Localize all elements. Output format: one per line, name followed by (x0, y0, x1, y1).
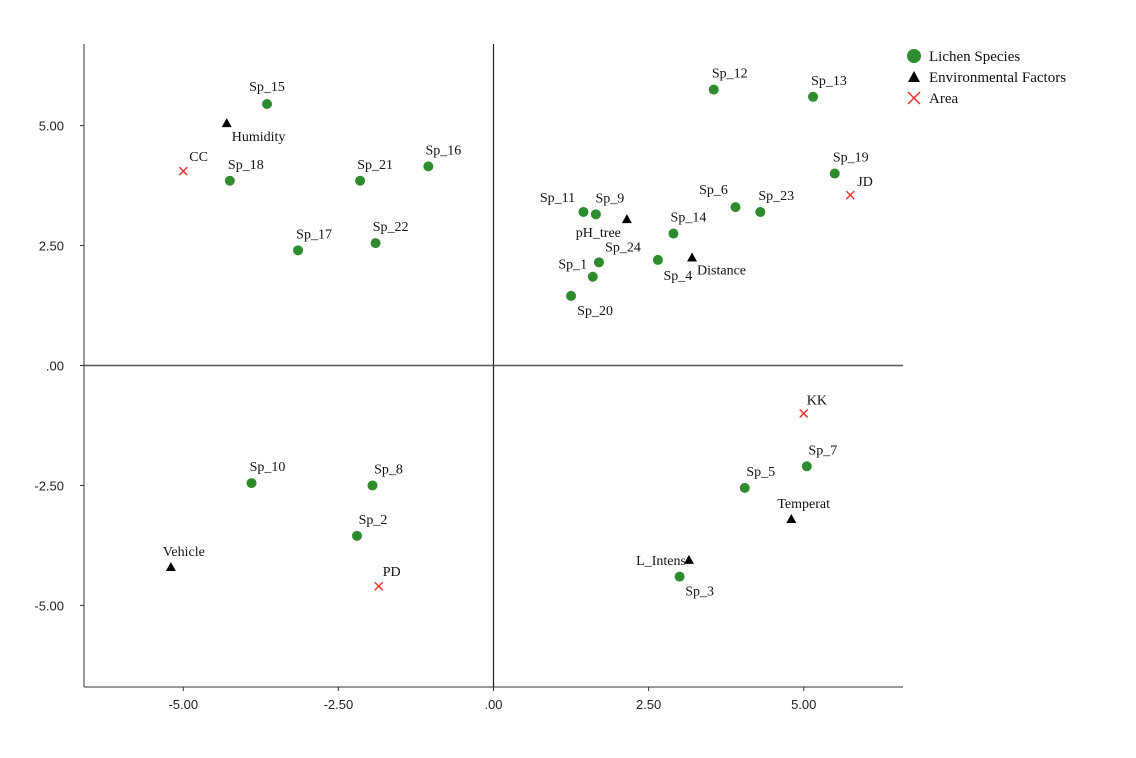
area-point (178, 166, 188, 176)
point-label: Sp_24 (605, 240, 641, 255)
lichen-species-point (293, 245, 304, 256)
point-label: Sp_4 (664, 269, 693, 284)
y-tick-label: 2.50 (39, 239, 64, 254)
tick-labels: -5.00 -2.50 .00 2.50 5.00 5.00 2.50 .00 -2.50 -5.… (34, 119, 816, 712)
point-label: Sp_12 (712, 67, 748, 82)
x-tick-label: 5.00 (791, 697, 816, 712)
point-label: Sp_18 (228, 158, 264, 173)
lichen-species-point (224, 175, 235, 186)
lichen-species-point (370, 238, 381, 249)
lichen-species-point (352, 530, 362, 541)
point-label: pH_tree (576, 226, 621, 241)
point-label: Humidity (232, 130, 286, 145)
legend-cross-icon (907, 91, 921, 105)
legend: Lichen Species Environmental Factors Area (907, 49, 1066, 107)
point-label: Sp_19 (833, 151, 869, 166)
point-label: Sp_15 (249, 80, 285, 95)
point-label: Sp_13 (811, 74, 847, 89)
point-label: L_Intens (636, 554, 686, 569)
point-label: JD (857, 175, 873, 190)
area-point (374, 581, 384, 591)
lichen-species-point (674, 571, 685, 582)
lichen-species-point (246, 478, 257, 489)
environmental-factor-point (687, 252, 698, 262)
legend-label: Lichen Species (929, 49, 1020, 65)
point-label: Sp_20 (577, 304, 613, 319)
lichen-species-point (708, 84, 719, 95)
y-tick-label: .00 (46, 359, 64, 374)
lichen-species-point (423, 161, 434, 172)
environmental-factor-point (683, 554, 694, 564)
plot-frame (83, 44, 903, 688)
environmental-factor-point (786, 514, 797, 524)
y-tick-label: -2.50 (34, 478, 64, 493)
point-label: KK (807, 393, 827, 408)
point-label: Sp_2 (359, 513, 388, 528)
lichen-species-point (262, 98, 273, 109)
environmental-factor-point (621, 214, 632, 224)
point-label: Sp_21 (357, 158, 393, 173)
lichen-species-point (755, 206, 766, 217)
lichen-species-point (730, 202, 741, 213)
environmental-factor-point (221, 118, 232, 128)
cross-stroke (799, 408, 809, 418)
x-tick-label: -5.00 (168, 697, 198, 712)
cross-stroke (374, 581, 384, 591)
point-label: Sp_9 (595, 191, 624, 206)
x-tick-label: 2.50 (636, 697, 661, 712)
lichen-species-point (578, 206, 589, 217)
point-label: Sp_11 (540, 191, 575, 206)
y-tick-label: 5.00 (39, 119, 64, 134)
point-label: Sp_17 (296, 227, 332, 242)
lichen-species-point (808, 91, 819, 102)
point-label: Sp_8 (374, 462, 403, 477)
legend-triangle-icon (908, 71, 920, 82)
lichen-species-point (668, 228, 679, 239)
point-label: Sp_7 (808, 443, 837, 458)
cross-stroke (845, 190, 855, 200)
point-label: Sp_16 (425, 143, 461, 158)
area-point (799, 408, 809, 418)
point-label: Sp_10 (250, 460, 286, 475)
legend-label: Area (929, 91, 958, 107)
point-label: Sp_22 (373, 220, 409, 235)
point-label: Sp_6 (699, 183, 728, 198)
point-label: Sp_14 (671, 211, 707, 226)
y-tick-label: -5.00 (34, 598, 64, 613)
point-label: Temperat (777, 497, 830, 512)
cross-stroke (907, 91, 921, 105)
environmental-factor-point (165, 562, 176, 572)
lichen-species-point (355, 175, 366, 186)
point-label: Sp_1 (558, 258, 587, 273)
legend-label: Environmental Factors (929, 70, 1066, 86)
point-label: Sp_23 (758, 189, 794, 204)
point-label: Vehicle (163, 545, 205, 560)
point-label: Distance (697, 264, 746, 279)
lichen-species-point (587, 271, 598, 282)
x-tick-label: .00 (484, 697, 502, 712)
lichen-species-point (593, 257, 604, 268)
point-label: CC (189, 150, 208, 165)
lichen-species-point (739, 482, 750, 493)
area-point (845, 190, 855, 200)
legend-circle-icon (907, 49, 921, 63)
lichen-species-point (801, 461, 812, 472)
point-label: Sp_3 (685, 585, 714, 600)
lichen-species-point (829, 168, 840, 179)
lichen-species-point (590, 209, 601, 220)
lichen-species-point (367, 480, 378, 491)
lichen-species-point (652, 254, 663, 265)
point-label: Sp_5 (746, 465, 775, 480)
x-tick-label: -2.50 (324, 697, 354, 712)
point-label: PD (383, 565, 401, 580)
data-points: Sp_15 Sp_18 Sp_21 Sp_16 Sp_17 Sp_22 Sp_12 Sp_13… (163, 67, 873, 600)
lichen-species-point (566, 290, 577, 301)
cross-stroke (178, 166, 188, 176)
